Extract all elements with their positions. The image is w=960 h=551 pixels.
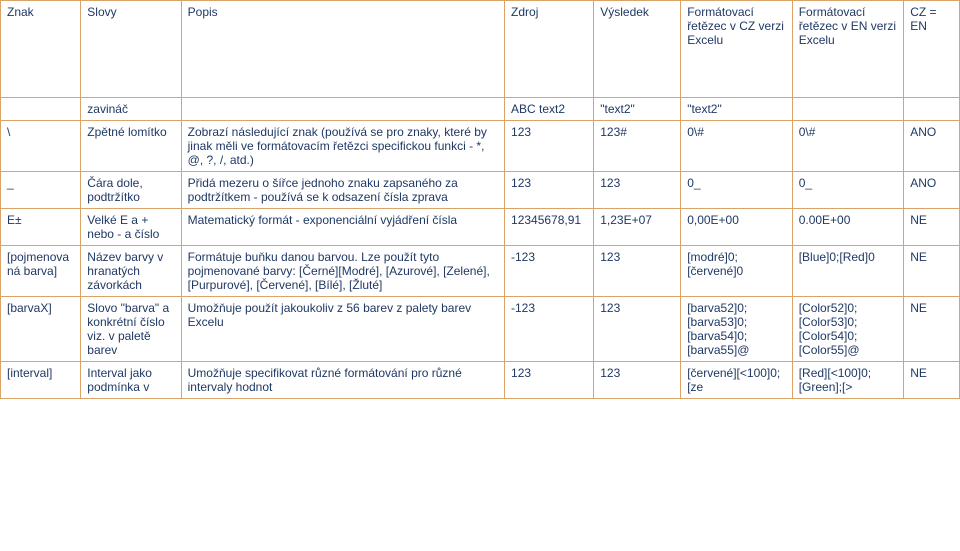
- col-vysledek: Výsledek: [594, 1, 681, 98]
- col-znak: Znak: [1, 1, 81, 98]
- cell: E±: [1, 209, 81, 246]
- col-slovy: Slovy: [81, 1, 181, 98]
- format-codes-table: Znak Slovy Popis Zdroj Výsledek Formátov…: [0, 0, 960, 399]
- table-row: \ Zpětné lomítko Zobrazí následující zna…: [1, 121, 960, 172]
- cell: ANO: [904, 121, 960, 172]
- cell: Název barvy v hranatých závorkách: [81, 246, 181, 297]
- cell: ANO: [904, 172, 960, 209]
- cell: Zpětné lomítko: [81, 121, 181, 172]
- cell: 0.00E+00: [792, 209, 904, 246]
- cell: [červené][<100]0;[ze: [681, 362, 793, 399]
- cell: -123: [505, 297, 594, 362]
- cell: 123: [594, 246, 681, 297]
- cell: [pojmenovaná barva]: [1, 246, 81, 297]
- cell: Formátuje buňku danou barvou. Lze použít…: [181, 246, 504, 297]
- cell: 123: [594, 172, 681, 209]
- cell: 123: [505, 121, 594, 172]
- cell: [792, 98, 904, 121]
- cell: NE: [904, 297, 960, 362]
- cell: "text2": [681, 98, 793, 121]
- cell: Umožňuje použít jakoukoliv z 56 barev z …: [181, 297, 504, 362]
- cell: [Blue]0;[Red]0: [792, 246, 904, 297]
- cell: Čára dole, podtržítko: [81, 172, 181, 209]
- table-row: [pojmenovaná barva] Název barvy v hranat…: [1, 246, 960, 297]
- cell: 0\#: [792, 121, 904, 172]
- table-header-row: Znak Slovy Popis Zdroj Výsledek Formátov…: [1, 1, 960, 98]
- cell: [Color52]0;[Color53]0;[Color54]0;[Color5…: [792, 297, 904, 362]
- cell: _: [1, 172, 81, 209]
- cell: [181, 98, 504, 121]
- cell: [1, 98, 81, 121]
- table-row: _ Čára dole, podtržítko Přidá mezeru o š…: [1, 172, 960, 209]
- cell: Velké E a + nebo - a číslo: [81, 209, 181, 246]
- cell: NE: [904, 246, 960, 297]
- cell: 0_: [681, 172, 793, 209]
- col-fmt-en: Formátovací řetězec v EN verzi Excelu: [792, 1, 904, 98]
- cell: "text2": [594, 98, 681, 121]
- cell: -123: [505, 246, 594, 297]
- table-body: zavináč ABC text2 "text2" "text2" \ Zpět…: [1, 98, 960, 399]
- cell: 123: [505, 362, 594, 399]
- cell: Slovo "barva" a konkrétní číslo viz. v p…: [81, 297, 181, 362]
- table-row: E± Velké E a + nebo - a číslo Matematick…: [1, 209, 960, 246]
- cell: 123#: [594, 121, 681, 172]
- cell: Zobrazí následující znak (používá se pro…: [181, 121, 504, 172]
- table-row: [barvaX] Slovo "barva" a konkrétní číslo…: [1, 297, 960, 362]
- cell: 0\#: [681, 121, 793, 172]
- col-fmt-cz: Formátovací řetězec v CZ verzi Excelu: [681, 1, 793, 98]
- cell: 123: [594, 297, 681, 362]
- cell: NE: [904, 362, 960, 399]
- cell: [barvaX]: [1, 297, 81, 362]
- cell: NE: [904, 209, 960, 246]
- cell: [Red][<100]0;[Green];[>: [792, 362, 904, 399]
- cell: ABC text2: [505, 98, 594, 121]
- cell: [barva52]0;[barva53]0;[barva54]0;[barva5…: [681, 297, 793, 362]
- cell: Interval jako podmínka v: [81, 362, 181, 399]
- cell: zavináč: [81, 98, 181, 121]
- cell: [modré]0;[červené]0: [681, 246, 793, 297]
- cell: 12345678,91: [505, 209, 594, 246]
- cell: Matematický formát - exponenciální vyjád…: [181, 209, 504, 246]
- cell: [904, 98, 960, 121]
- cell: 123: [505, 172, 594, 209]
- col-cz-en: CZ = EN: [904, 1, 960, 98]
- cell: 0,00E+00: [681, 209, 793, 246]
- cell: 123: [594, 362, 681, 399]
- cell: Přidá mezeru o šířce jednoho znaku zapsa…: [181, 172, 504, 209]
- col-popis: Popis: [181, 1, 504, 98]
- cell: 1,23E+07: [594, 209, 681, 246]
- cell: Umožňuje specifikovat různé formátování …: [181, 362, 504, 399]
- cell: 0_: [792, 172, 904, 209]
- table-row: [interval] Interval jako podmínka v Umož…: [1, 362, 960, 399]
- cell: [interval]: [1, 362, 81, 399]
- table-row: zavináč ABC text2 "text2" "text2": [1, 98, 960, 121]
- cell: \: [1, 121, 81, 172]
- col-zdroj: Zdroj: [505, 1, 594, 98]
